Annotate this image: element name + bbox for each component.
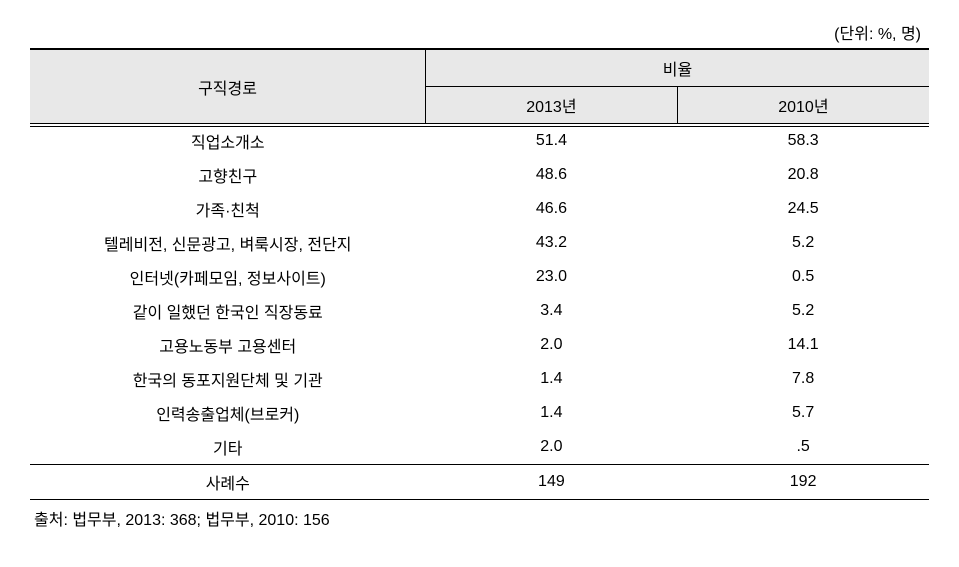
table-row: 고용노동부 고용센터2.014.1 bbox=[30, 328, 929, 362]
table-row: 텔레비전, 신문광고, 벼룩시장, 전단지43.25.2 bbox=[30, 226, 929, 260]
row-value-2010: 5.7 bbox=[677, 396, 929, 430]
table-body: 직업소개소51.458.3고향친구48.620.8가족·친척46.624.5텔레… bbox=[30, 124, 929, 500]
unit-label: (단위: %, 명) bbox=[30, 20, 929, 44]
source-citation: 출처: 법무부, 2013: 368; 법무부, 2010: 156 bbox=[30, 506, 929, 530]
row-label: 기타 bbox=[30, 430, 426, 465]
table-row: 기타2.0.5 bbox=[30, 430, 929, 465]
summary-label: 사례수 bbox=[30, 465, 426, 500]
table-row: 직업소개소51.458.3 bbox=[30, 124, 929, 159]
col-header-2010: 2010년 bbox=[677, 87, 929, 124]
row-value-2010: 5.2 bbox=[677, 226, 929, 260]
row-value-2010: 24.5 bbox=[677, 192, 929, 226]
table-row: 인력송출업체(브로커)1.45.7 bbox=[30, 396, 929, 430]
row-value-2010: 7.8 bbox=[677, 362, 929, 396]
table-row: 고향친구48.620.8 bbox=[30, 158, 929, 192]
table-row: 같이 일했던 한국인 직장동료3.45.2 bbox=[30, 294, 929, 328]
row-value-2013: 1.4 bbox=[426, 396, 678, 430]
row-value-2010: 5.2 bbox=[677, 294, 929, 328]
row-label: 텔레비전, 신문광고, 벼룩시장, 전단지 bbox=[30, 226, 426, 260]
row-value-2010: 14.1 bbox=[677, 328, 929, 362]
row-value-2010: 20.8 bbox=[677, 158, 929, 192]
summary-value-2010: 192 bbox=[677, 465, 929, 500]
row-value-2013: 2.0 bbox=[426, 430, 678, 465]
col-header-route: 구직경로 bbox=[30, 49, 426, 124]
table-row: 인터넷(카페모임, 정보사이트)23.00.5 bbox=[30, 260, 929, 294]
data-table: 구직경로 비율 2013년 2010년 직업소개소51.458.3고향친구48.… bbox=[30, 48, 929, 500]
row-label: 인터넷(카페모임, 정보사이트) bbox=[30, 260, 426, 294]
row-value-2010: 58.3 bbox=[677, 124, 929, 159]
row-label: 같이 일했던 한국인 직장동료 bbox=[30, 294, 426, 328]
row-label: 가족·친척 bbox=[30, 192, 426, 226]
row-label: 고향친구 bbox=[30, 158, 426, 192]
row-value-2013: 48.6 bbox=[426, 158, 678, 192]
summary-row: 사례수149192 bbox=[30, 465, 929, 500]
summary-value-2013: 149 bbox=[426, 465, 678, 500]
row-value-2013: 51.4 bbox=[426, 124, 678, 159]
row-label: 직업소개소 bbox=[30, 124, 426, 159]
row-value-2010: 0.5 bbox=[677, 260, 929, 294]
row-value-2013: 43.2 bbox=[426, 226, 678, 260]
row-value-2013: 1.4 bbox=[426, 362, 678, 396]
row-value-2010: .5 bbox=[677, 430, 929, 465]
row-value-2013: 2.0 bbox=[426, 328, 678, 362]
table-row: 한국의 동포지원단체 및 기관1.47.8 bbox=[30, 362, 929, 396]
row-label: 인력송출업체(브로커) bbox=[30, 396, 426, 430]
row-label: 한국의 동포지원단체 및 기관 bbox=[30, 362, 426, 396]
col-header-2013: 2013년 bbox=[426, 87, 678, 124]
row-value-2013: 46.6 bbox=[426, 192, 678, 226]
row-value-2013: 3.4 bbox=[426, 294, 678, 328]
table-row: 가족·친척46.624.5 bbox=[30, 192, 929, 226]
row-label: 고용노동부 고용센터 bbox=[30, 328, 426, 362]
row-value-2013: 23.0 bbox=[426, 260, 678, 294]
col-header-ratio: 비율 bbox=[426, 49, 929, 87]
